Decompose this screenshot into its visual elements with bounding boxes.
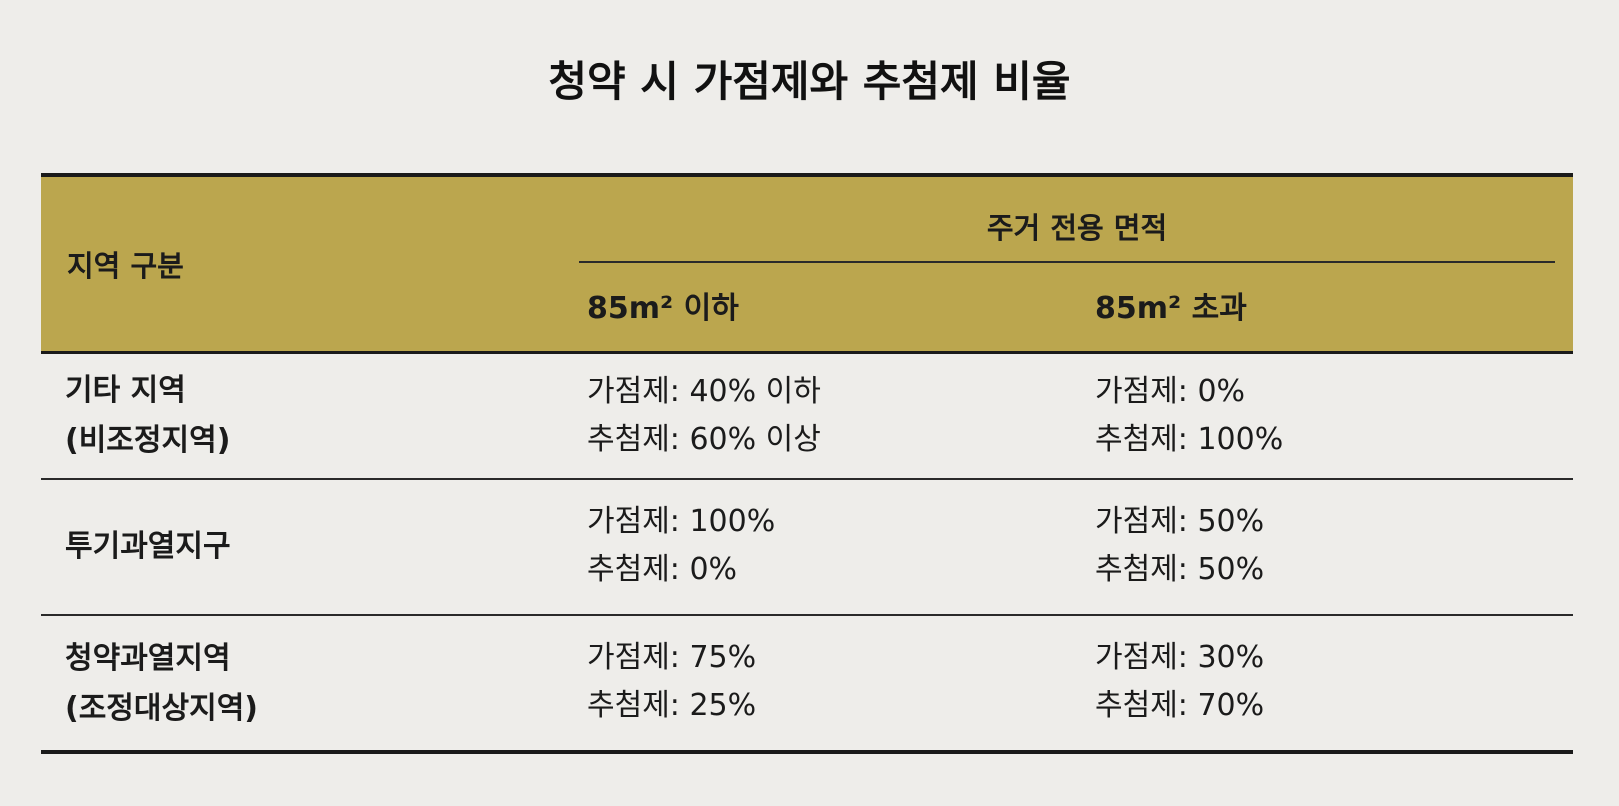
table-header: 지역 구분 주거 전용 면적 85m² 이하 85m² 초과 bbox=[41, 173, 1573, 354]
region-label-line: 투기과열지구 bbox=[65, 529, 231, 564]
cell-line: 가점제: 100% bbox=[587, 504, 776, 539]
cell-over-85: 가점제: 30% 추첨제: 70% bbox=[1095, 634, 1264, 730]
header-divider bbox=[579, 261, 1555, 263]
region-label: 청약과열지역 (조정대상지역) bbox=[65, 634, 258, 734]
table-row: 기타 지역 (비조정지역) 가점제: 40% 이하 추첨제: 60% 이상 가점… bbox=[41, 354, 1573, 480]
cell-over-85: 가점제: 0% 추첨제: 100% bbox=[1095, 368, 1283, 464]
region-label: 기타 지역 (비조정지역) bbox=[65, 366, 230, 466]
cell-line: 추첨제: 25% bbox=[587, 688, 757, 723]
cell-line: 가점제: 30% bbox=[1095, 640, 1265, 675]
cell-line: 추첨제: 60% 이상 bbox=[587, 422, 821, 457]
region-column-header: 지역 구분 bbox=[67, 249, 184, 283]
cell-line: 추첨제: 100% bbox=[1095, 422, 1284, 457]
region-label-line: 청약과열지역 bbox=[65, 641, 231, 676]
column-header-under-85: 85m² 이하 bbox=[587, 291, 739, 326]
cell-line: 가점제: 40% 이하 bbox=[587, 374, 821, 409]
cell-over-85: 가점제: 50% 추첨제: 50% bbox=[1095, 498, 1264, 594]
region-label-line: 기타 지역 bbox=[65, 373, 186, 408]
cell-line: 추첨제: 0% bbox=[587, 552, 738, 587]
cell-under-85: 가점제: 100% 추첨제: 0% bbox=[587, 498, 775, 594]
cell-under-85: 가점제: 40% 이하 추첨제: 60% 이상 bbox=[587, 368, 821, 464]
ratio-table: 지역 구분 주거 전용 면적 85m² 이하 85m² 초과 기타 지역 (비조… bbox=[41, 173, 1573, 754]
page-title: 청약 시 가점제와 추첨제 비율 bbox=[548, 57, 1071, 106]
table-row: 청약과열지역 (조정대상지역) 가점제: 75% 추첨제: 25% 가점제: 3… bbox=[41, 616, 1573, 754]
area-column-header: 주거 전용 면적 bbox=[986, 211, 1168, 245]
cell-line: 추첨제: 70% bbox=[1095, 688, 1265, 723]
cell-line: 가점제: 75% bbox=[587, 640, 757, 675]
table-row: 투기과열지구 가점제: 100% 추첨제: 0% 가점제: 50% 추첨제: 5… bbox=[41, 480, 1573, 616]
cell-line: 가점제: 0% bbox=[1095, 374, 1246, 409]
cell-under-85: 가점제: 75% 추첨제: 25% bbox=[587, 634, 756, 730]
region-label: 투기과열지구 bbox=[65, 522, 231, 572]
column-header-over-85: 85m² 초과 bbox=[1095, 291, 1247, 326]
cell-line: 가점제: 50% bbox=[1095, 504, 1265, 539]
region-label-line: (조정대상지역) bbox=[65, 691, 259, 726]
cell-line: 추첨제: 50% bbox=[1095, 552, 1265, 587]
region-label-line: (비조정지역) bbox=[65, 423, 231, 458]
